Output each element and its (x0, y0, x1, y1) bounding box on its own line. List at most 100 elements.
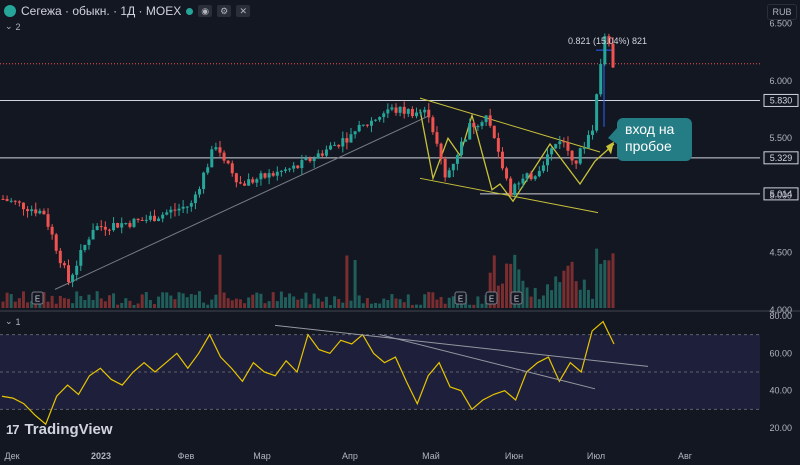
volume-bar (562, 270, 566, 308)
candle-body (423, 109, 427, 113)
measure-label: 0.821 (15.04%) 821 (568, 36, 647, 46)
volume-bar (513, 254, 517, 308)
volume-bar (443, 303, 447, 308)
volume-bar (574, 281, 578, 308)
channel-top-line (419, 97, 601, 153)
volume-bar (431, 292, 435, 308)
volume-bar (492, 255, 496, 308)
candle-body (128, 223, 132, 227)
volume-bar (288, 293, 292, 308)
volume-bar (185, 297, 189, 308)
candle-body (529, 173, 533, 180)
chart-title[interactable]: Сегежа · обыкн. · 1Д · MOEX (21, 4, 182, 18)
volume-bar (451, 296, 455, 308)
candle-body (116, 223, 120, 228)
candle-body (382, 113, 386, 118)
candle-body (95, 226, 99, 230)
earnings-marker-label: E (514, 295, 519, 304)
candle-body (333, 144, 337, 146)
candle-body (112, 223, 116, 231)
pane-collapse-toggle[interactable]: ⌄ 2 (5, 21, 21, 32)
volume-bar (554, 276, 558, 308)
volume-bar (218, 254, 222, 308)
candle-body (320, 153, 324, 156)
volume-bar (365, 298, 369, 308)
volume-bar (13, 301, 17, 308)
candle-body (296, 165, 300, 169)
candle-body (390, 107, 394, 110)
candle-body (521, 178, 525, 184)
pane-index: 2 (15, 21, 21, 32)
y-axis-tick-label: 6.000 (769, 76, 792, 86)
candle-body (365, 124, 369, 126)
volume-bar (292, 296, 296, 308)
candle-body (13, 200, 17, 202)
candle-body (75, 265, 79, 275)
volume-bar (521, 280, 525, 308)
candle-body (509, 178, 513, 195)
candle-body (58, 250, 62, 264)
candle-body (324, 149, 328, 156)
candle-body (435, 132, 439, 144)
eye-icon[interactable]: ◉ (198, 5, 213, 17)
close-icon[interactable]: ✕ (236, 5, 251, 17)
x-axis-tick-label: Дек (4, 451, 19, 461)
volume-bar (369, 303, 373, 308)
volume-bar (255, 292, 259, 308)
annotation-line-1: вход на (625, 121, 675, 137)
candle-body (148, 215, 152, 220)
volume-bar (58, 295, 62, 308)
candle-body (500, 151, 504, 169)
currency-selector[interactable]: RUB (767, 4, 797, 20)
candle-body (329, 145, 333, 150)
candle-body (271, 173, 275, 176)
candle-body (541, 165, 545, 171)
candle-body (50, 226, 54, 235)
candle-body (124, 223, 128, 225)
candle-body (357, 125, 361, 132)
brand-name: TradingView (24, 421, 113, 438)
chevron-down-icon: ⌄ (5, 316, 13, 326)
candle-body (247, 179, 251, 186)
candle-body (570, 150, 574, 161)
pane-index: 1 (15, 316, 21, 327)
candle-body (558, 141, 562, 145)
candle-body (386, 109, 390, 114)
candle-body (537, 170, 541, 177)
candle-body (17, 201, 21, 203)
x-axis-tick-label: Авг (678, 451, 693, 461)
osc-pane-collapse-toggle[interactable]: ⌄ 1 (5, 316, 21, 327)
volume-bar (54, 303, 58, 308)
candle-body (488, 115, 492, 126)
volume-bar (599, 263, 603, 308)
volume-bar (345, 255, 349, 308)
volume-bar (46, 301, 50, 308)
candle-body (410, 108, 414, 117)
entry-annotation-callout: вход на пробое (617, 118, 692, 161)
chart-header: Сегежа · обыкн. · 1Д · MOEX ◉ ⚙ ✕ (4, 3, 251, 19)
volume-bar (198, 291, 202, 308)
candle-body (144, 219, 148, 221)
volume-bar (382, 298, 386, 308)
candle-body (210, 149, 214, 168)
candle-body (177, 208, 181, 211)
volume-bar (435, 299, 439, 308)
candle-body (349, 134, 353, 143)
volume-bar (99, 298, 103, 308)
candle-body (545, 154, 549, 166)
candle-body (419, 112, 423, 114)
volume-bar (103, 301, 107, 308)
volume-bar (128, 300, 132, 308)
tradingview-logo[interactable]: 17 TradingView (6, 421, 113, 438)
volume-bar (304, 292, 308, 308)
volume-bar (439, 296, 443, 308)
rsi-trendline-1 (274, 324, 649, 367)
volume-bar (558, 282, 562, 308)
volume-bar (414, 304, 418, 308)
volume-bar (488, 272, 492, 308)
volume-bar (124, 298, 128, 308)
price-level-label: 5.329 (770, 153, 793, 163)
x-axis-tick-label: Май (422, 451, 440, 461)
settings-icon[interactable]: ⚙ (217, 5, 232, 17)
